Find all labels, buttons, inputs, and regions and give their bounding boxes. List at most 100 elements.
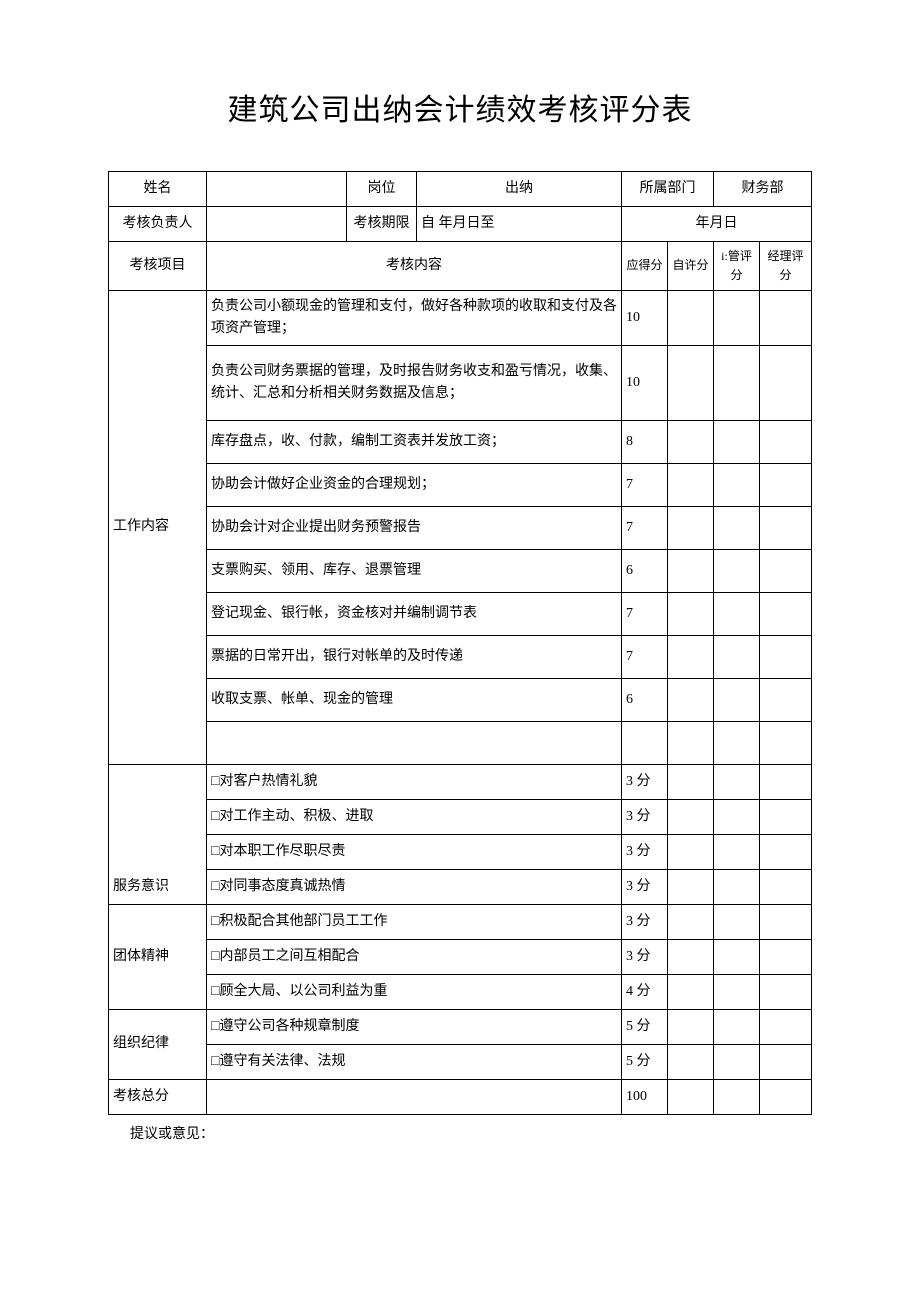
score-manager bbox=[760, 593, 812, 636]
team-item-text: □积极配合其他部门员工工作 bbox=[207, 905, 622, 940]
score-self bbox=[668, 870, 714, 905]
score-supervisor bbox=[714, 1080, 760, 1115]
cat-service: 服务意识 bbox=[109, 765, 207, 905]
work-item-score: 7 bbox=[622, 464, 668, 507]
team-item-score: 4 分 bbox=[622, 975, 668, 1010]
discipline-item-score: 5 分 bbox=[622, 1045, 668, 1080]
score-manager bbox=[760, 291, 812, 346]
work-item-score: 6 bbox=[622, 679, 668, 722]
service-item-score: 3 分 bbox=[622, 870, 668, 905]
work-item-text: 负责公司小额现金的管理和支付，做好各种款项的收取和支付及各项资产管理； bbox=[207, 291, 622, 346]
score-self bbox=[668, 975, 714, 1010]
work-item-score: 8 bbox=[622, 421, 668, 464]
score-self bbox=[668, 346, 714, 421]
score-supervisor bbox=[714, 421, 760, 464]
score-self bbox=[668, 636, 714, 679]
col-item: 考核项目 bbox=[109, 242, 207, 291]
score-self bbox=[668, 765, 714, 800]
discipline-item-text: □遵守公司各种规章制度 bbox=[207, 1010, 622, 1045]
discipline-item-score: 5 分 bbox=[622, 1010, 668, 1045]
score-supervisor bbox=[714, 905, 760, 940]
label-assessor: 考核负责人 bbox=[109, 207, 207, 242]
label-period: 考核期限 bbox=[347, 207, 417, 242]
work-item-text bbox=[207, 722, 622, 765]
score-supervisor bbox=[714, 464, 760, 507]
work-item-text: 协助会计对企业提出财务预警报告 bbox=[207, 507, 622, 550]
score-supervisor bbox=[714, 636, 760, 679]
score-self bbox=[668, 940, 714, 975]
score-supervisor bbox=[714, 1045, 760, 1080]
score-manager bbox=[760, 1010, 812, 1045]
cat-work: 工作内容 bbox=[109, 291, 207, 765]
cat-discipline: 组织纪律 bbox=[109, 1010, 207, 1080]
team-item-score: 3 分 bbox=[622, 940, 668, 975]
score-manager bbox=[760, 550, 812, 593]
service-item-score: 3 分 bbox=[622, 800, 668, 835]
score-self bbox=[668, 835, 714, 870]
score-self bbox=[668, 291, 714, 346]
work-item-text: 收取支票、帐单、现金的管理 bbox=[207, 679, 622, 722]
col-supervisor: i:管评分 bbox=[714, 242, 760, 291]
field-assessor bbox=[207, 207, 347, 242]
work-item-text: 支票购买、领用、库存、退票管理 bbox=[207, 550, 622, 593]
score-supervisor bbox=[714, 593, 760, 636]
score-self bbox=[668, 593, 714, 636]
footer-note: 提议或意见： bbox=[108, 1115, 812, 1143]
score-manager bbox=[760, 722, 812, 765]
label-dept: 所属部门 bbox=[622, 172, 714, 207]
value-dept: 财务部 bbox=[714, 172, 812, 207]
score-manager bbox=[760, 835, 812, 870]
score-self bbox=[668, 421, 714, 464]
total-score: 100 bbox=[622, 1080, 668, 1115]
score-manager bbox=[760, 1080, 812, 1115]
work-item-score bbox=[622, 722, 668, 765]
score-manager bbox=[760, 1045, 812, 1080]
work-item-text: 票据的日常开出，银行对帐单的及时传递 bbox=[207, 636, 622, 679]
service-item-text: □对同事态度真诚热情 bbox=[207, 870, 622, 905]
team-item-score: 3 分 bbox=[622, 905, 668, 940]
col-manager: 经理评分 bbox=[760, 242, 812, 291]
score-manager bbox=[760, 636, 812, 679]
evaluation-table: 姓名 岗位 出纳 所属部门 财务部 考核负责人 考核期限 自 年月日至 年月日 … bbox=[108, 171, 812, 1115]
work-item-text: 负责公司财务票据的管理，及时报告财务收支和盈亏情况，收集、统计、汇总和分析相关财… bbox=[207, 346, 622, 421]
col-content: 考核内容 bbox=[207, 242, 622, 291]
score-self bbox=[668, 464, 714, 507]
score-supervisor bbox=[714, 1010, 760, 1045]
work-item-score: 10 bbox=[622, 346, 668, 421]
score-supervisor bbox=[714, 870, 760, 905]
score-manager bbox=[760, 975, 812, 1010]
score-manager bbox=[760, 870, 812, 905]
team-item-text: □内部员工之间互相配合 bbox=[207, 940, 622, 975]
score-self bbox=[668, 1010, 714, 1045]
score-manager bbox=[760, 940, 812, 975]
work-item-text: 登记现金、银行帐，资金核对并编制调节表 bbox=[207, 593, 622, 636]
label-position: 岗位 bbox=[347, 172, 417, 207]
field-name bbox=[207, 172, 347, 207]
label-name: 姓名 bbox=[109, 172, 207, 207]
score-manager bbox=[760, 346, 812, 421]
score-manager bbox=[760, 800, 812, 835]
score-supervisor bbox=[714, 835, 760, 870]
cat-team: 团体精神 bbox=[109, 905, 207, 1010]
score-manager bbox=[760, 679, 812, 722]
score-supervisor bbox=[714, 975, 760, 1010]
score-manager bbox=[760, 421, 812, 464]
score-manager bbox=[760, 507, 812, 550]
col-should: 应得分 bbox=[622, 242, 668, 291]
score-self bbox=[668, 1045, 714, 1080]
score-self bbox=[668, 550, 714, 593]
value-period-to: 年月日 bbox=[622, 207, 812, 242]
team-item-text: □顾全大局、以公司利益为重 bbox=[207, 975, 622, 1010]
service-item-text: □对客户热情礼貌 bbox=[207, 765, 622, 800]
score-supervisor bbox=[714, 940, 760, 975]
work-item-text: 库存盘点，收、付款，编制工资表并发放工资； bbox=[207, 421, 622, 464]
score-manager bbox=[760, 464, 812, 507]
col-self: 自许分 bbox=[668, 242, 714, 291]
service-item-text: □对本职工作尽职尽责 bbox=[207, 835, 622, 870]
discipline-item-text: □遵守有关法律、法规 bbox=[207, 1045, 622, 1080]
value-position: 出纳 bbox=[417, 172, 622, 207]
work-item-score: 7 bbox=[622, 593, 668, 636]
score-manager bbox=[760, 765, 812, 800]
score-self bbox=[668, 800, 714, 835]
work-item-score: 7 bbox=[622, 507, 668, 550]
